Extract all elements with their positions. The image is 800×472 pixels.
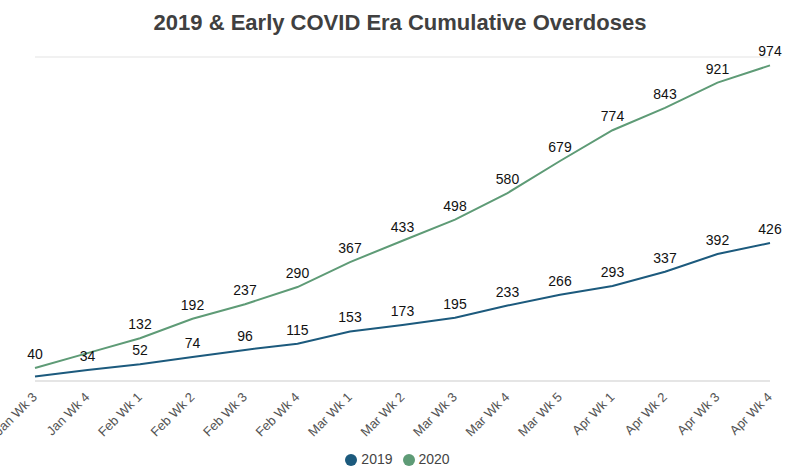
svg-text:433: 433 (391, 219, 415, 235)
svg-text:153: 153 (338, 309, 362, 325)
html-text:2020: 2020 (418, 451, 450, 467)
svg-text:Mar Wk 1: Mar Wk 1 (305, 389, 355, 439)
svg-text:115: 115 (286, 322, 309, 338)
svg-text:974: 974 (758, 45, 782, 59)
svg-text:Apr Wk 4: Apr Wk 4 (727, 389, 775, 437)
svg-text:Mar Wk 4: Mar Wk 4 (463, 389, 513, 439)
svg-text:Feb Wk 3: Feb Wk 3 (200, 389, 250, 439)
svg-text:921: 921 (706, 61, 730, 77)
svg-text:Apr Wk 2: Apr Wk 2 (622, 389, 670, 437)
svg-text:132: 132 (128, 316, 152, 332)
svg-text:Mar Wk 3: Mar Wk 3 (410, 389, 460, 439)
svg-text:Apr Wk 1: Apr Wk 1 (569, 389, 617, 437)
svg-text:233: 233 (496, 284, 520, 300)
svg-text:Mar Wk 5: Mar Wk 5 (515, 389, 565, 439)
svg-text:192: 192 (181, 297, 205, 313)
svg-text:679: 679 (548, 139, 572, 155)
svg-text:580: 580 (496, 171, 520, 187)
svg-text:96: 96 (237, 328, 253, 344)
svg-text:498: 498 (443, 198, 467, 214)
svg-text:74: 74 (185, 335, 201, 351)
svg-text:Feb Wk 4: Feb Wk 4 (253, 389, 303, 439)
svg-text:843: 843 (653, 86, 677, 102)
html-text:2019: 2019 (361, 451, 393, 467)
svg-text:195: 195 (443, 296, 467, 312)
svg-text:293: 293 (601, 264, 625, 280)
html-text:2019 & Early COVID Era Cumulat: 2019 & Early COVID Era Cumulative Overdo… (153, 10, 647, 35)
svg-text:774: 774 (601, 108, 625, 124)
svg-text:392: 392 (706, 232, 730, 248)
svg-text:40: 40 (27, 346, 43, 362)
svg-text:Jan Wk 4: Jan Wk 4 (44, 389, 93, 438)
svg-text:290: 290 (286, 265, 310, 281)
svg-text:266: 266 (548, 273, 572, 289)
svg-text:367: 367 (338, 240, 362, 256)
svg-text:52: 52 (132, 342, 148, 358)
svg-text:Feb Wk 1: Feb Wk 1 (95, 389, 145, 439)
svg-text:34: 34 (80, 348, 96, 364)
svg-text:Feb Wk 2: Feb Wk 2 (148, 389, 198, 439)
svg-text:Mar Wk 2: Mar Wk 2 (358, 389, 408, 439)
svg-text:237: 237 (233, 282, 257, 298)
svg-text:426: 426 (758, 221, 782, 237)
svg-text:Apr Wk 3: Apr Wk 3 (674, 389, 722, 437)
svg-text:Jan Wk 3: Jan Wk 3 (8, 389, 40, 438)
svg-text:337: 337 (653, 250, 677, 266)
svg-text:173: 173 (391, 303, 415, 319)
